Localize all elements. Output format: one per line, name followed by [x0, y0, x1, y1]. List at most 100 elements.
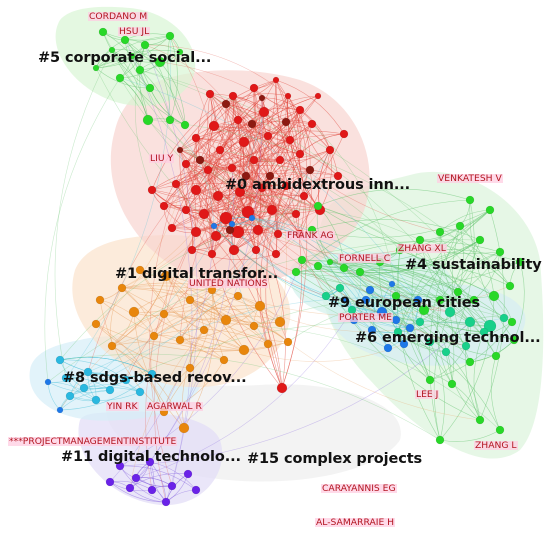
edge-206 — [203, 139, 291, 215]
node-0-64 — [333, 171, 343, 181]
edge-559 — [439, 295, 495, 441]
node-0-72 — [241, 171, 251, 181]
edge-569 — [449, 225, 464, 313]
edge-36 — [139, 69, 171, 121]
edge-316 — [247, 121, 287, 213]
node-4-133 — [465, 357, 475, 367]
node-0-106 — [276, 382, 288, 394]
edge-542 — [429, 345, 467, 381]
node-0-33 — [227, 163, 237, 173]
edge-702 — [311, 123, 397, 297]
node-4-124 — [488, 290, 500, 302]
edge-698 — [47, 239, 481, 383]
edge-120 — [275, 79, 301, 155]
node-4-145 — [425, 337, 435, 347]
node-6-154 — [405, 323, 415, 333]
edge-587 — [473, 331, 485, 421]
cluster-label-9: #9 european cities — [328, 295, 481, 311]
node-8-167 — [79, 383, 89, 393]
edge-551 — [449, 311, 497, 357]
edge-353 — [185, 123, 253, 165]
edge-583 — [445, 199, 475, 353]
node-11-183 — [145, 457, 155, 467]
node-0-22 — [258, 106, 270, 118]
edge-661 — [149, 461, 197, 491]
edge-243 — [277, 139, 294, 235]
node-5-8 — [165, 31, 175, 41]
edge-717 — [83, 297, 419, 389]
edge-558 — [439, 429, 501, 442]
edge-534 — [317, 265, 425, 311]
edge-517 — [439, 231, 511, 287]
node-5-13 — [142, 114, 154, 126]
node-0-70 — [281, 117, 291, 127]
node-6-159 — [413, 295, 423, 305]
edge-60 — [185, 79, 277, 165]
node-4-137 — [435, 435, 445, 445]
node-0-67 — [314, 92, 322, 100]
edge-464 — [179, 339, 225, 361]
edge-161 — [217, 111, 265, 197]
edge-306 — [225, 103, 297, 215]
edge-530 — [295, 268, 441, 301]
edge-678 — [253, 299, 505, 327]
node-0-73 — [265, 171, 275, 181]
edge-687 — [129, 295, 239, 489]
edge-68 — [286, 95, 301, 155]
node-1-86 — [159, 309, 169, 319]
node-1-95 — [175, 335, 185, 345]
edge-286 — [213, 125, 339, 177]
node-0-38 — [212, 190, 224, 202]
edge-219 — [171, 137, 197, 229]
edge-266 — [275, 149, 331, 255]
node-1-93 — [220, 314, 232, 326]
edge-402 — [139, 269, 205, 331]
edge-615 — [59, 359, 127, 381]
node-6-156 — [367, 325, 377, 335]
edge-38 — [111, 49, 149, 121]
node-8-173 — [83, 367, 93, 377]
node-5-0 — [98, 27, 108, 37]
node-0-34 — [203, 165, 213, 175]
node-4-140 — [485, 205, 495, 215]
edge-454 — [165, 275, 245, 351]
edge-636 — [59, 373, 153, 411]
node-4-144 — [499, 313, 509, 323]
edge-522 — [459, 225, 495, 297]
edge-270 — [191, 249, 277, 260]
edge-301 — [195, 95, 319, 191]
edge-683 — [145, 231, 197, 491]
node-4-150 — [393, 327, 403, 337]
edge-498 — [396, 249, 441, 441]
node-1-102 — [283, 337, 293, 347]
edge-342 — [277, 169, 311, 235]
edge-550 — [379, 261, 497, 357]
edge-314 — [215, 121, 287, 237]
edge-613 — [59, 389, 111, 411]
edge-582 — [295, 271, 447, 353]
edge-618 — [83, 384, 141, 393]
node-0-47 — [219, 211, 233, 225]
node-4-147 — [461, 341, 471, 351]
edge-673 — [139, 69, 485, 333]
node-11-182 — [183, 469, 193, 479]
edge-324 — [245, 109, 301, 177]
edge-722 — [147, 119, 511, 287]
edge-570 — [465, 321, 481, 421]
author-label-yin-rk: YIN RK — [106, 401, 139, 412]
edge-407 — [121, 287, 245, 351]
node-5-12 — [165, 115, 175, 125]
edge-212 — [185, 103, 227, 211]
edge-664 — [87, 169, 311, 373]
edge-667 — [251, 123, 287, 323]
node-0-66 — [339, 129, 349, 139]
edge-619 — [69, 387, 141, 397]
node-0-55 — [273, 229, 283, 239]
node-0-54 — [252, 224, 264, 236]
edge-632 — [59, 359, 153, 378]
edge-689 — [54, 49, 113, 379]
edge-685 — [237, 295, 481, 421]
edge-633 — [47, 381, 111, 393]
node-8-177 — [56, 406, 64, 414]
node-4-128 — [418, 304, 430, 316]
